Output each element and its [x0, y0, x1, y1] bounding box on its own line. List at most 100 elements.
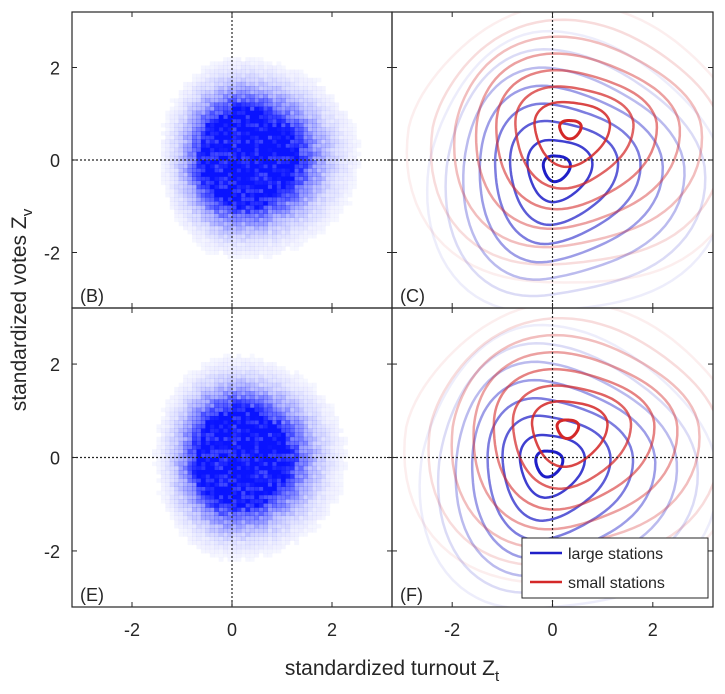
heatmap-cell — [316, 440, 322, 446]
heatmap-cell — [223, 432, 228, 438]
heatmap-cell — [209, 135, 215, 140]
heatmap-cell — [298, 532, 304, 537]
heatmap-cell — [200, 523, 206, 529]
heatmap-cell — [294, 139, 300, 144]
heatmap-cell — [285, 188, 291, 194]
heatmap-cell — [192, 449, 197, 454]
heatmap-cell — [254, 424, 260, 429]
heatmap-cell — [312, 507, 317, 512]
heatmap-cell — [174, 192, 180, 198]
heatmap-cell — [249, 127, 255, 132]
heatmap-cell — [267, 382, 273, 388]
heatmap-cell — [254, 98, 260, 103]
heatmap-cell — [294, 449, 300, 454]
heatmap-cell — [227, 147, 233, 153]
heatmap-cell — [161, 148, 166, 153]
heatmap-cell — [272, 436, 277, 442]
heatmap-cell — [316, 197, 322, 202]
heatmap-cell — [218, 548, 224, 554]
heatmap-cell — [236, 391, 242, 396]
heatmap-cell — [294, 164, 300, 169]
heatmap-cell — [307, 172, 313, 177]
heatmap-cell — [325, 453, 331, 458]
heatmap-cell — [183, 507, 188, 512]
heatmap-cell — [205, 478, 211, 483]
heatmap-cell — [334, 118, 340, 124]
heatmap-cell — [254, 403, 260, 409]
heatmap-cell — [320, 461, 326, 467]
heatmap-cell — [263, 255, 268, 260]
heatmap-cell — [236, 428, 242, 433]
heatmap-cell — [232, 428, 237, 433]
heatmap-cell — [249, 395, 255, 400]
heatmap-cell — [200, 540, 206, 546]
heatmap-cell — [183, 127, 188, 132]
heatmap-cell — [223, 69, 228, 75]
heatmap-cell — [280, 374, 286, 379]
heatmap-cell — [267, 540, 273, 546]
heatmap-cell — [325, 114, 331, 120]
heatmap-cell — [276, 242, 282, 247]
heatmap-cell — [192, 420, 197, 425]
heatmap-cell — [232, 515, 237, 521]
heatmap-cell — [329, 428, 335, 433]
heatmap-cell — [209, 172, 215, 177]
heatmap-cell — [240, 238, 246, 243]
heatmap-cell — [192, 403, 197, 409]
heatmap-cell — [200, 507, 206, 512]
heatmap-cell — [223, 131, 228, 136]
heatmap-cell — [187, 213, 193, 218]
heatmap-cell — [183, 532, 188, 537]
heatmap-cell — [307, 436, 313, 442]
heatmap-cell — [218, 532, 224, 537]
heatmap-cell — [289, 486, 295, 492]
heatmap-cell — [254, 391, 260, 396]
heatmap-cell — [227, 160, 233, 165]
heatmap-cell — [352, 155, 357, 161]
heatmap-cell — [232, 94, 237, 99]
heatmap-cell — [289, 478, 295, 483]
heatmap-cell — [329, 172, 335, 177]
heatmap-cell — [214, 250, 220, 255]
heatmap-cell — [276, 436, 282, 442]
heatmap-cell — [249, 486, 255, 492]
heatmap-cell — [267, 519, 273, 525]
heatmap-cell — [294, 205, 300, 210]
heatmap-cell — [334, 424, 340, 429]
heatmap-cell — [200, 420, 206, 425]
heatmap-cell — [289, 494, 295, 500]
heatmap-cell — [187, 114, 193, 120]
heatmap-cell — [214, 86, 220, 91]
contour-small-stations — [514, 85, 635, 190]
heatmap-cell — [209, 176, 215, 181]
heatmap-cell — [183, 192, 188, 198]
heatmap-cell — [316, 160, 322, 165]
heatmap-cell — [249, 544, 255, 550]
heatmap-cell — [187, 221, 193, 227]
heatmap-cell — [289, 515, 295, 521]
heatmap-cell — [312, 428, 317, 433]
heatmap-cell — [165, 453, 171, 458]
heatmap-cell — [263, 469, 268, 475]
heatmap-cell — [329, 424, 335, 429]
heatmap-cell — [276, 225, 282, 231]
heatmap-cell — [289, 445, 295, 450]
heatmap-cell — [258, 528, 264, 533]
heatmap-cell — [249, 184, 255, 190]
heatmap-cell — [280, 457, 286, 463]
heatmap-cell — [192, 536, 197, 541]
heatmap-cell — [200, 69, 206, 75]
heatmap-cell — [316, 123, 322, 128]
heatmap-cell — [178, 123, 184, 128]
heatmap-cell — [280, 440, 286, 446]
heatmap-cell — [245, 98, 251, 103]
heatmap-cell — [316, 478, 322, 483]
heatmap-cell — [209, 457, 215, 463]
heatmap-cell — [187, 229, 193, 235]
heatmap-cell — [178, 449, 184, 454]
heatmap-cell — [352, 127, 357, 132]
heatmap-cell — [169, 176, 175, 181]
heatmap-cell — [285, 386, 291, 392]
heatmap-cell — [156, 465, 162, 471]
heatmap-cell — [165, 507, 171, 512]
